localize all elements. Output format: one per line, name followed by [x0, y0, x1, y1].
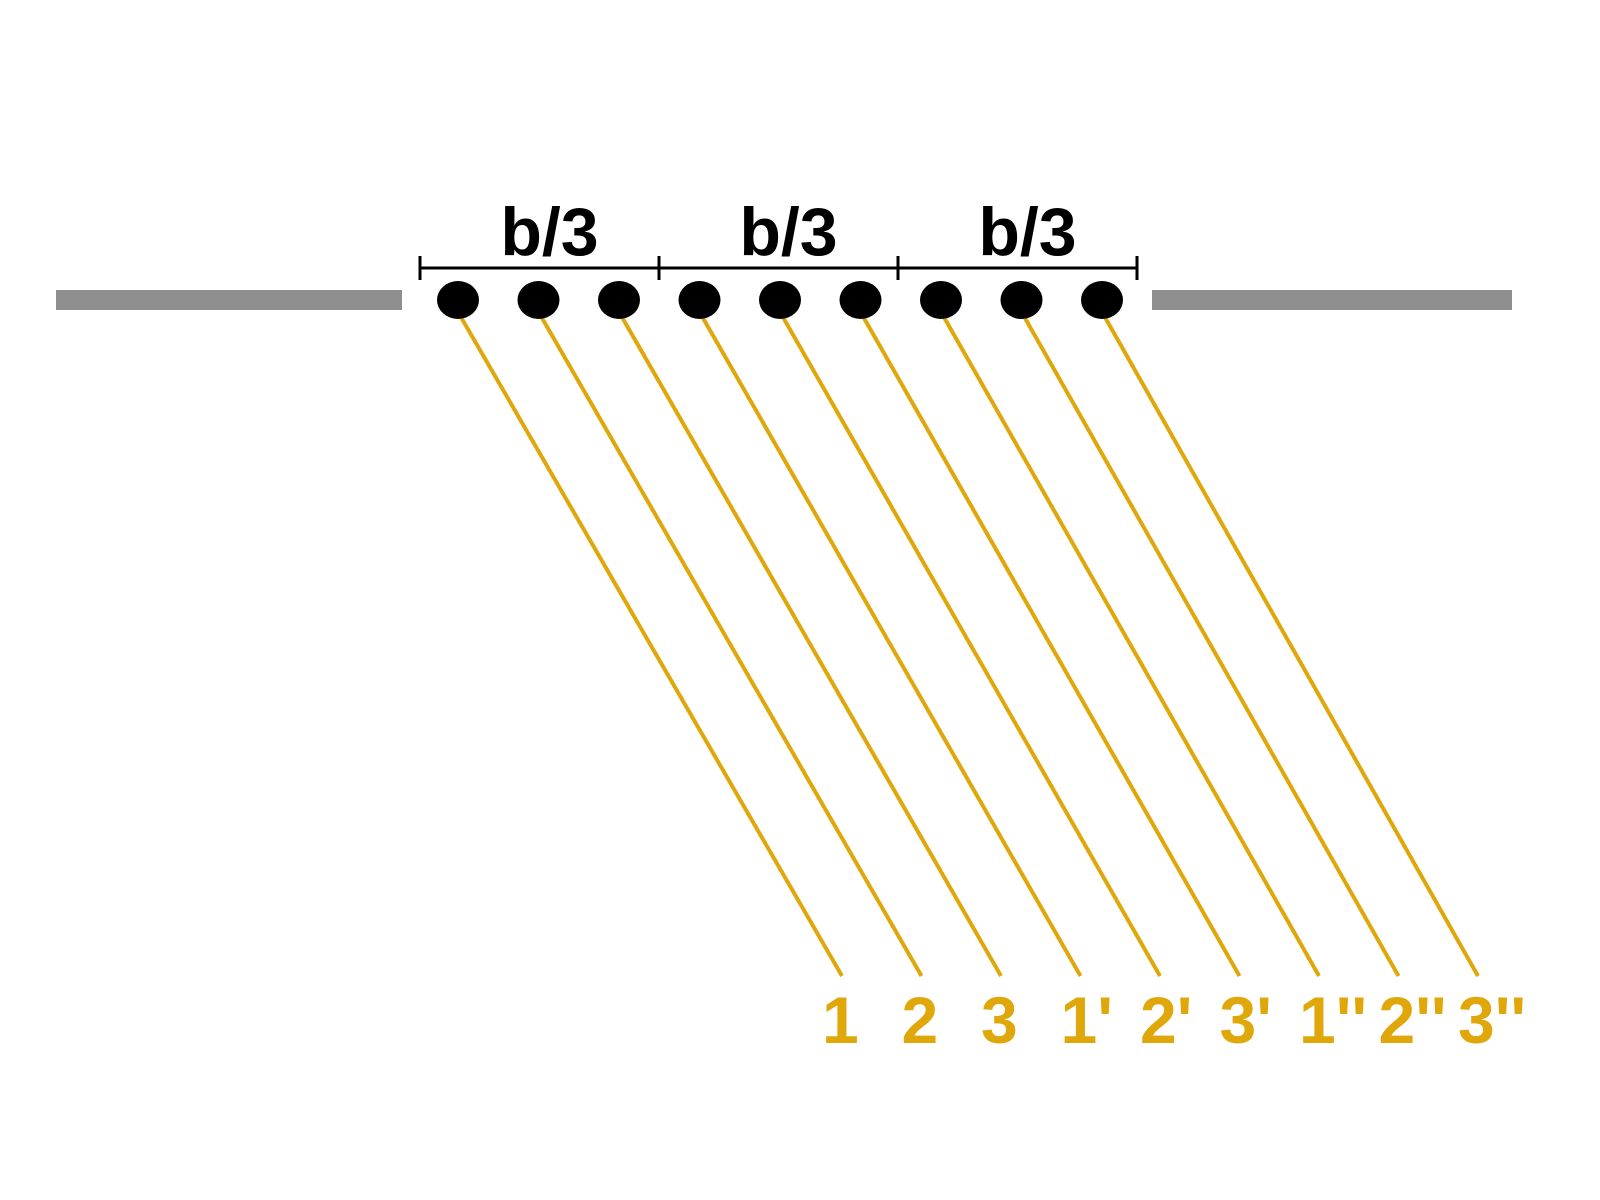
- ray-label-1: 1: [822, 983, 859, 1057]
- source-point-4: [678, 281, 721, 319]
- ray-labels: 1 2 3 1' 2' 3' 1'' 2'' 3'': [822, 983, 1526, 1057]
- source-point-8: [1000, 281, 1043, 319]
- ray-label-6: 3': [1220, 983, 1272, 1057]
- source-point-7: [920, 281, 962, 319]
- ray-3: [617, 311, 1003, 977]
- ray-label-5: 2': [1140, 983, 1192, 1057]
- source-point-1: [437, 281, 479, 319]
- source-point-2: [517, 281, 560, 319]
- ray-9: [1100, 311, 1480, 977]
- ray-label-7: 1'': [1299, 983, 1367, 1057]
- ray-label-3: 3: [981, 983, 1018, 1057]
- slit-width-dimension: b/3 b/3 b/3: [418, 194, 1139, 280]
- ray-5: [778, 311, 1162, 977]
- segment-label-3: b/3: [978, 194, 1076, 270]
- point-sources: [437, 281, 1123, 319]
- ray-8: [1019, 311, 1401, 977]
- segment-label-2: b/3: [739, 194, 837, 270]
- ray-label-4: 1': [1061, 983, 1113, 1057]
- ray-4: [697, 311, 1083, 977]
- diffracted-rays: [456, 310, 1480, 978]
- source-point-6: [839, 281, 882, 319]
- source-point-9: [1081, 281, 1123, 319]
- source-point-5: [759, 281, 801, 319]
- source-point-3: [598, 281, 640, 319]
- ray-2: [536, 311, 924, 977]
- ray-7: [939, 311, 1321, 977]
- ray-1: [456, 310, 844, 978]
- ray-label-9: 3'': [1458, 983, 1526, 1057]
- ray-label-2: 2: [902, 983, 939, 1057]
- ray-label-8: 2'': [1379, 983, 1447, 1057]
- segment-label-1: b/3: [500, 194, 598, 270]
- ray-6: [858, 311, 1242, 977]
